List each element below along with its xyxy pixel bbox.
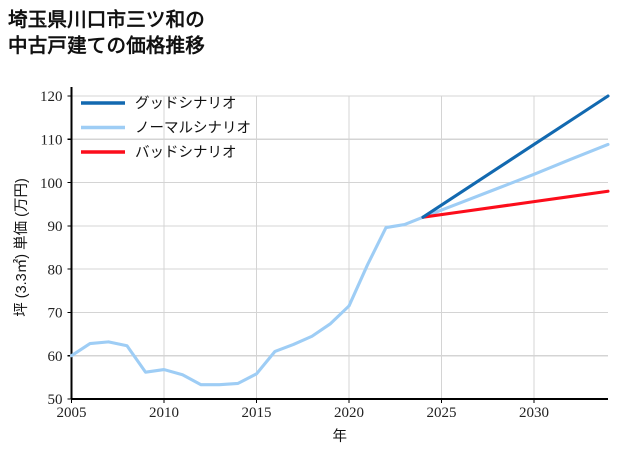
y-tick-label: 70 (48, 306, 63, 322)
series-line (69, 142, 610, 387)
x-axis-title: 年 (333, 428, 348, 445)
series-line (421, 94, 610, 219)
data-series (69, 94, 610, 387)
x-tick-label: 2030 (519, 405, 549, 421)
series-line (421, 189, 610, 219)
y-tick-label: 80 (48, 262, 63, 278)
y-tick-label: 120 (40, 89, 63, 105)
legend-label: バッドシナリオ (135, 145, 237, 161)
y-tick-label: 90 (48, 219, 63, 235)
y-tick-label: 100 (40, 176, 63, 192)
y-axis-title: 坪 (3.3㎡) 単価 (万円) (13, 178, 30, 317)
axis-lines (70, 87, 608, 401)
y-tick-label: 110 (41, 132, 63, 148)
x-tick-label: 2015 (242, 405, 272, 421)
legend-label: グッドシナリオ (135, 95, 237, 112)
x-tick-label: 2010 (149, 405, 179, 421)
legend-label: ノーマルシナリオ (135, 121, 251, 137)
y-axis-ticks: 50 60 70 80 90 100 110 120 (40, 89, 72, 408)
x-tick-label: 2025 (427, 405, 457, 421)
page-title: 埼玉県川口市三ツ和の 中古戸建ての価格推移 (8, 9, 206, 57)
x-axis-ticks: 2005 2010 2015 2020 2025 2030 (57, 399, 549, 421)
y-tick-label: 50 (48, 392, 63, 408)
gridlines (71, 95, 608, 399)
x-tick-label: 2005 (57, 405, 87, 421)
y-tick-label: 60 (48, 349, 63, 365)
axis-titles: 年 坪 (3.3㎡) 単価 (万円) (13, 178, 347, 445)
x-tick-label: 2020 (334, 405, 364, 421)
